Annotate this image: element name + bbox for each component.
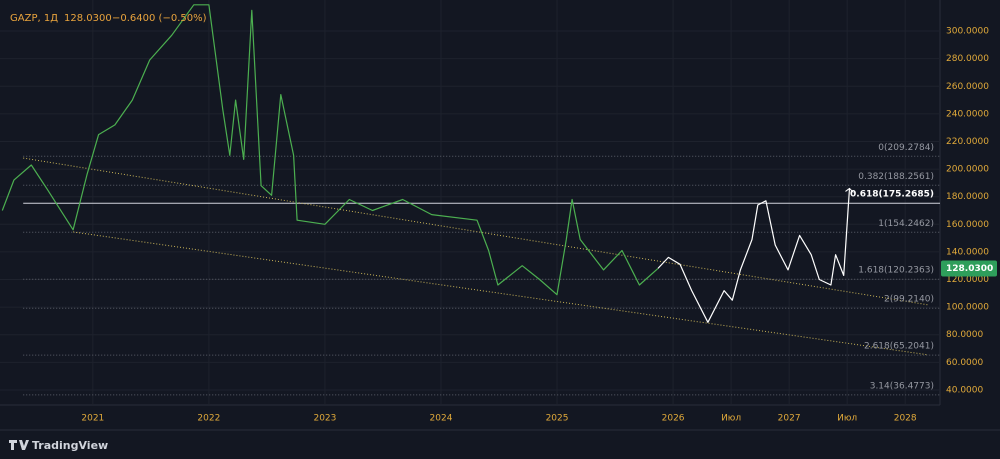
- x-tick-label: Июл: [837, 414, 857, 424]
- price: 128.0300: [64, 13, 112, 24]
- fib-label: 1(154.2462): [878, 219, 934, 229]
- fib-label: 1.618(120.2363): [858, 266, 934, 276]
- fib-label: 2.618(65.2041): [864, 342, 934, 352]
- y-tick-label: 60.0000: [946, 358, 983, 368]
- x-tick-label: 2022: [197, 414, 220, 424]
- last-price-badge: [941, 260, 997, 277]
- y-tick-label: 100.0000: [946, 303, 989, 313]
- fib-label: 0(209.2784): [878, 143, 934, 153]
- y-tick-label: 40.0000: [946, 385, 983, 395]
- x-tick-label: 2026: [662, 414, 685, 424]
- logo: TradingView: [9, 439, 108, 452]
- symbol: GAZP, 1Д: [10, 13, 58, 24]
- change: −0.6400 (−0.50%): [112, 13, 207, 24]
- header: GAZP, 1Д 128.0300 −0.6400 (−0.50%): [10, 13, 207, 24]
- arrow-head: [845, 187, 854, 193]
- x-tick-label: 2023: [313, 414, 336, 424]
- plot-area: [0, 0, 940, 405]
- y-tick-label: 220.0000: [946, 137, 989, 147]
- y-tick-label: 180.0000: [946, 192, 989, 202]
- y-tick-label: 160.0000: [946, 220, 989, 230]
- y-tick-label: 140.0000: [946, 247, 989, 257]
- x-tick-label: 2025: [546, 414, 569, 424]
- x-tick-label: Июл: [721, 414, 741, 424]
- x-tick-label: 2028: [894, 414, 917, 424]
- fib-label: 0.382(188.2561): [858, 172, 934, 182]
- y-tick-label: 300.0000: [946, 27, 989, 37]
- last-price-label: 128.0300: [946, 264, 993, 274]
- y-tick-label: 80.0000: [946, 330, 983, 340]
- y-tick-label: 260.0000: [946, 82, 989, 92]
- logo-icon: [9, 440, 29, 450]
- y-tick-label: 120.0000: [946, 275, 989, 285]
- x-tick-label: 2024: [430, 414, 453, 424]
- fib-label: 3.14(36.4773): [870, 381, 934, 391]
- x-tick-label: 2027: [778, 414, 801, 424]
- fib-label: 0.618(175.2685): [850, 190, 934, 200]
- y-tick-label: 240.0000: [946, 109, 989, 119]
- x-tick-label: 2021: [81, 414, 104, 424]
- price-line: [657, 188, 851, 323]
- brand[interactable]: TradingView: [32, 439, 108, 452]
- price-line: [1, 4, 659, 296]
- y-tick-label: 200.0000: [946, 165, 989, 175]
- y-tick-label: 280.0000: [946, 54, 989, 64]
- fib-label: 2(99.2140): [884, 295, 934, 305]
- channel-line: [73, 231, 929, 356]
